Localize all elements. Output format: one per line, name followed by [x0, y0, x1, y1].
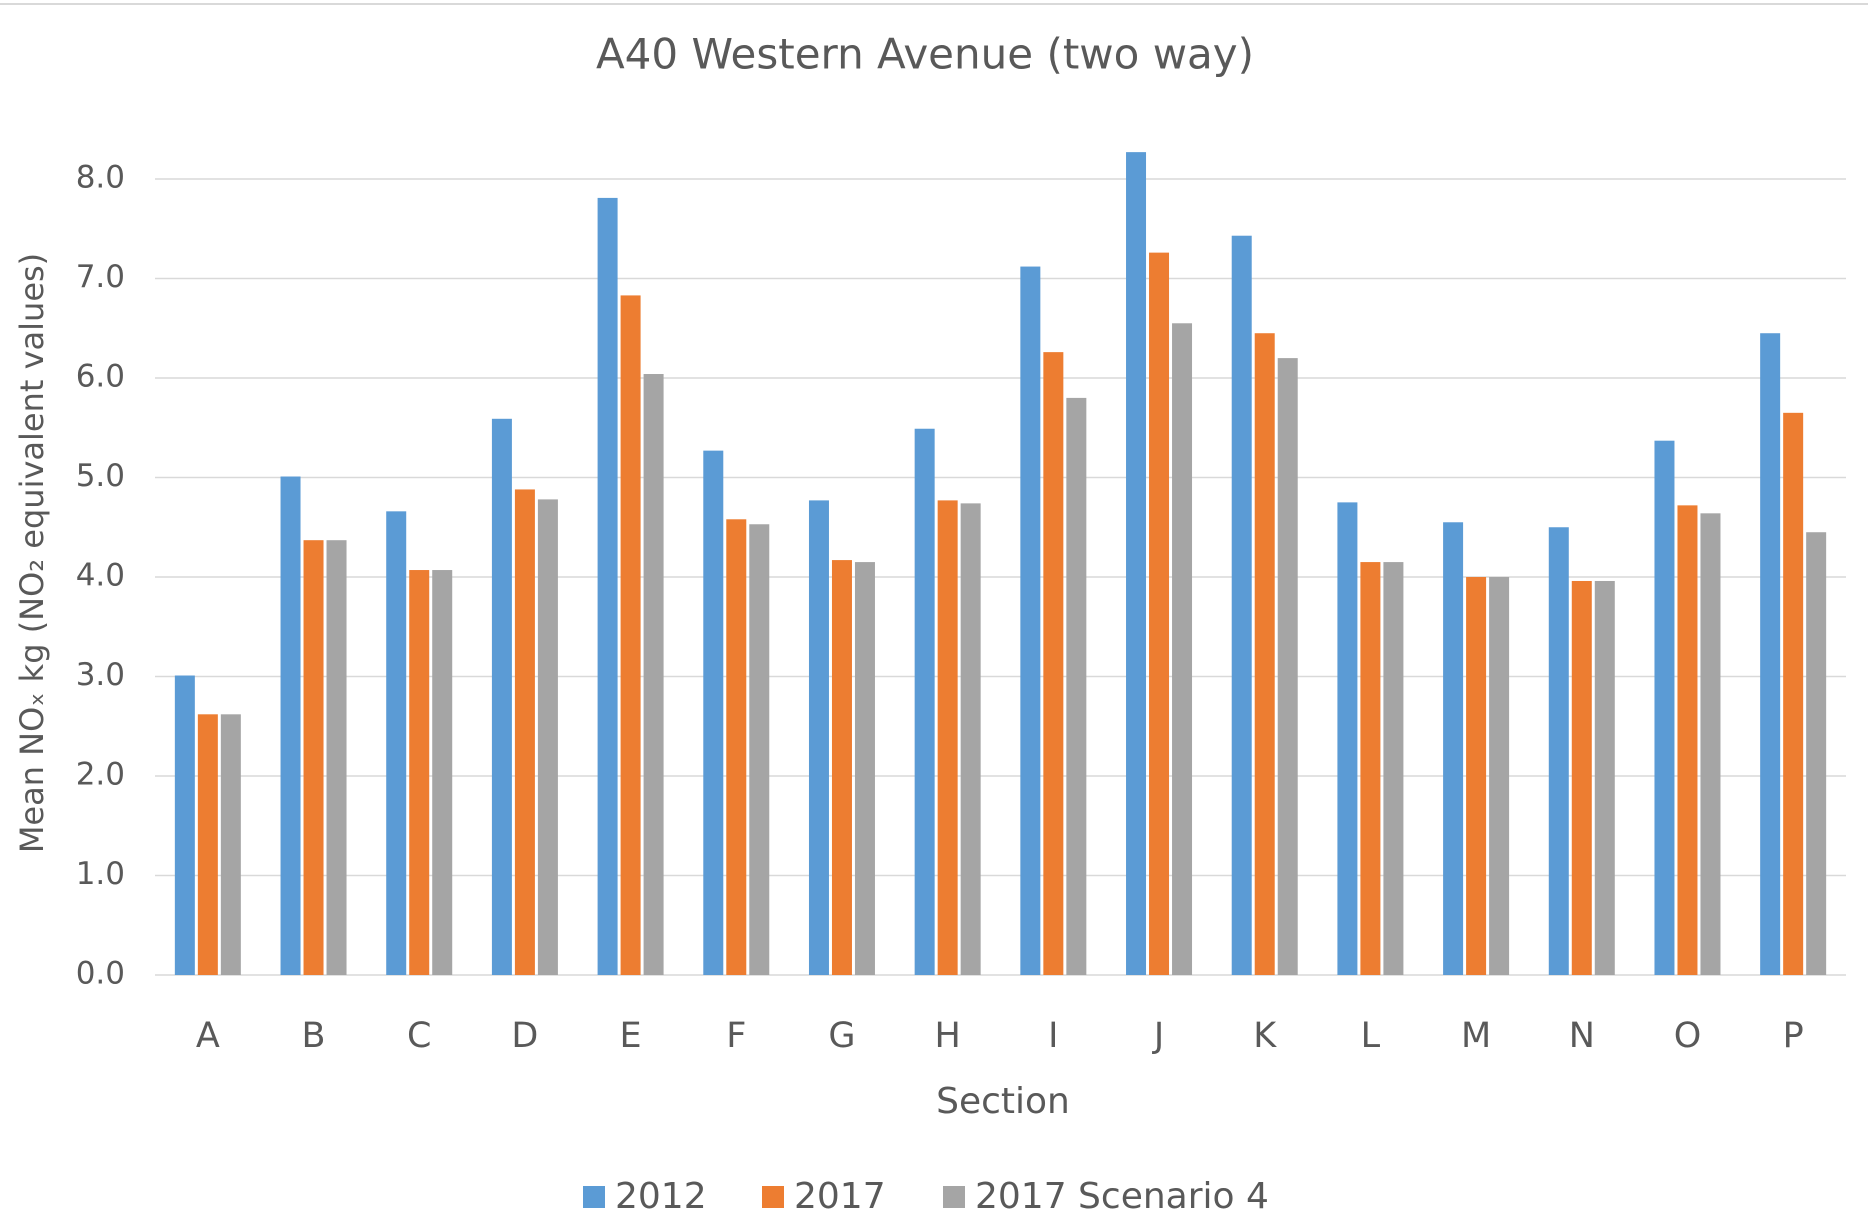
bar — [854, 562, 875, 975]
bar — [220, 714, 241, 975]
x-tick-label: F — [726, 1016, 746, 1056]
bar — [1172, 323, 1193, 975]
bar — [703, 450, 724, 975]
bar — [303, 540, 324, 975]
bar — [1020, 266, 1041, 975]
bar — [726, 519, 747, 975]
legend-label: 2017 — [794, 1176, 886, 1217]
bar — [1043, 352, 1064, 975]
y-tick-label: 0.0 — [76, 956, 125, 992]
x-tick-label: B — [302, 1016, 326, 1056]
bar — [1066, 397, 1087, 975]
bar — [1337, 502, 1358, 975]
bar — [1360, 562, 1381, 975]
x-tick-label: P — [1783, 1016, 1804, 1056]
x-tick-label: O — [1674, 1016, 1702, 1056]
bar — [1806, 532, 1827, 975]
y-tick-label: 7.0 — [76, 259, 125, 295]
legend-label: 2012 — [615, 1176, 707, 1217]
bar — [1443, 522, 1464, 975]
x-tick-label: C — [407, 1016, 431, 1056]
bar — [1700, 513, 1721, 975]
bar — [1783, 412, 1804, 975]
y-tick-label: 1.0 — [76, 856, 125, 892]
bar — [643, 374, 664, 975]
bar — [597, 197, 618, 975]
x-tick-label: I — [1048, 1016, 1058, 1056]
bar — [1760, 333, 1781, 976]
bar — [1254, 333, 1275, 976]
bar — [174, 675, 195, 975]
y-tick-label: 2.0 — [76, 757, 125, 793]
bar — [1594, 580, 1615, 975]
x-tick-label: J — [1152, 1016, 1164, 1056]
x-tick-label: E — [620, 1016, 642, 1056]
bar — [1126, 152, 1147, 975]
bar — [1571, 580, 1592, 975]
x-tick-label: A — [196, 1016, 220, 1056]
x-tick-label: M — [1461, 1016, 1491, 1056]
bar — [1489, 577, 1510, 975]
y-tick-label: 4.0 — [76, 558, 125, 594]
y-tick-label: 3.0 — [76, 657, 125, 693]
bar — [1277, 358, 1298, 976]
y-tick-label: 6.0 — [76, 359, 125, 395]
legend-swatch — [943, 1186, 965, 1208]
x-tick-label: N — [1569, 1016, 1595, 1056]
bar — [1149, 252, 1170, 975]
legend-swatch — [762, 1186, 784, 1208]
bar — [326, 540, 347, 975]
y-tick-label: 8.0 — [76, 160, 125, 196]
x-tick-label: H — [934, 1016, 960, 1056]
bar — [386, 511, 407, 975]
bar — [409, 570, 430, 975]
x-tick-label: G — [828, 1016, 855, 1056]
bar — [808, 500, 829, 975]
x-tick-label: L — [1361, 1016, 1381, 1056]
y-axis-label: Mean NOₓ kg (NO₂ equivalent values) — [13, 253, 51, 853]
bar — [937, 500, 958, 975]
bar — [514, 489, 535, 975]
x-axis-label: Section — [936, 1081, 1070, 1122]
legend-label: 2017 Scenario 4 — [975, 1176, 1269, 1217]
y-tick-label: 5.0 — [76, 458, 125, 494]
bar — [1231, 235, 1252, 976]
chart-title: A40 Western Avenue (two way) — [596, 30, 1254, 79]
bar — [197, 714, 218, 975]
bar — [491, 418, 512, 975]
bar — [1466, 577, 1487, 975]
bar — [1654, 440, 1675, 975]
bar — [432, 570, 453, 975]
bar — [280, 476, 301, 975]
bar — [960, 503, 981, 975]
bar — [914, 428, 935, 975]
x-tick-label: K — [1253, 1016, 1277, 1056]
x-tick-label: D — [511, 1016, 538, 1056]
bar — [1677, 505, 1698, 975]
bar — [831, 560, 852, 975]
bar — [749, 524, 770, 975]
bar — [1383, 562, 1404, 975]
legend-swatch — [583, 1186, 605, 1208]
bar — [1548, 527, 1569, 975]
bar — [537, 499, 558, 975]
bar — [620, 295, 641, 975]
